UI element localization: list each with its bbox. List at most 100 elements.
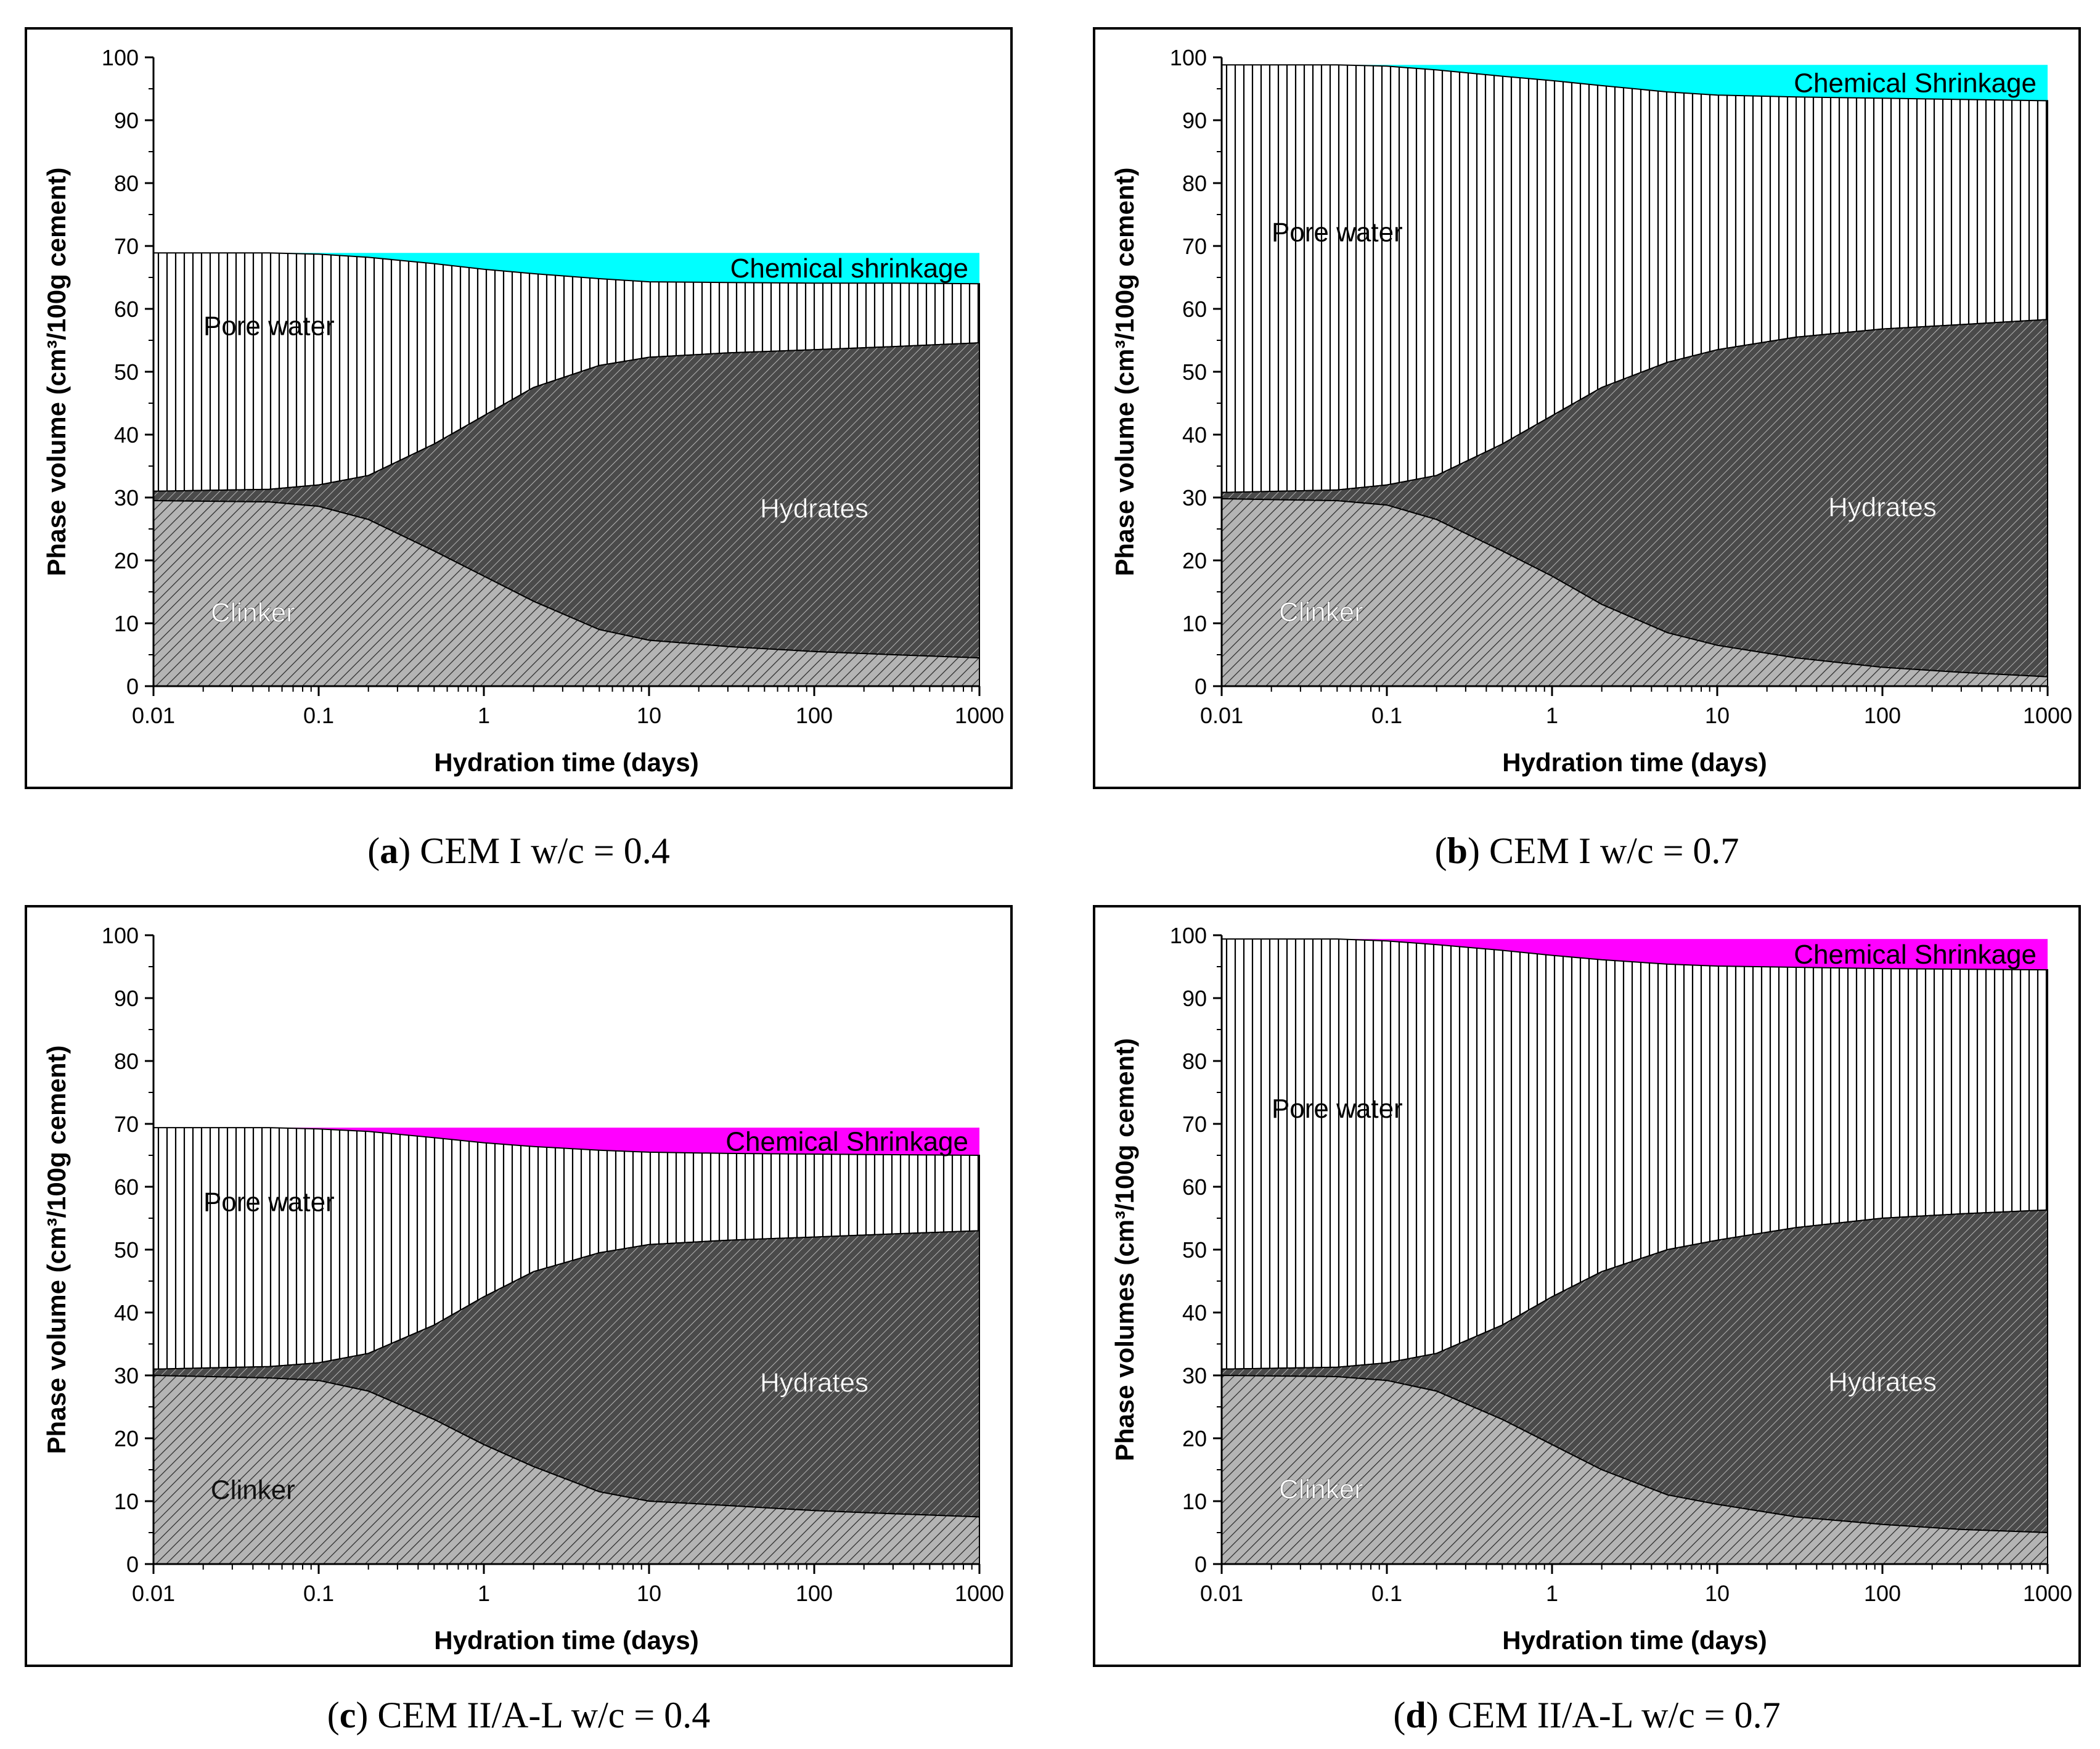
label-chemical-shrinkage: Chemical Shrinkage [1794,940,2037,970]
x-tick-label: 1000 [2023,703,2072,728]
y-tick-label: 50 [1182,359,1207,385]
y-tick-label: 30 [114,1363,139,1388]
x-tick-label: 0.1 [303,703,334,728]
x-tick-label: 1000 [955,1581,1004,1606]
caption-a: (a) CEM I w/c = 0.4 [367,830,670,871]
caption-text: CEM I w/c = 0.7 [1479,830,1739,871]
x-axis-title: Hydration time (days) [1502,1626,1767,1655]
label-pore-water: Pore water [1272,1094,1403,1124]
y-tick-label: 40 [114,422,139,448]
caption-c: (c) CEM II/A-L w/c = 0.4 [327,1695,711,1735]
y-tick-label: 80 [1182,171,1207,196]
y-tick-label: 80 [114,1049,139,1074]
x-tick-label: 1000 [2023,1581,2072,1606]
y-tick-label: 70 [1182,1112,1207,1137]
y-tick-label: 30 [114,485,139,510]
x-tick-label: 1 [1546,703,1558,728]
x-tick-label: 0.01 [1200,1581,1243,1606]
x-axis-title: Hydration time (days) [434,748,698,777]
y-axis-title: Phase volumes (cm³/100g cement) [1110,1038,1139,1461]
y-tick-label: 80 [114,171,139,196]
y-tick-label: 10 [1182,611,1207,636]
y-tick-label: 100 [1170,45,1207,70]
x-tick-label: 1 [478,703,490,728]
caption-text: CEM I w/c = 0.4 [411,830,670,871]
x-tick-label: 100 [796,1581,833,1606]
y-tick-label: 90 [114,108,139,133]
caption-text: CEM II/A-L w/c = 0.4 [368,1695,711,1735]
label-clinker: Clinker [1279,1475,1363,1505]
y-tick-label: 40 [1182,1300,1207,1325]
y-axis-title: Phase volume (cm³/100g cement) [42,1046,71,1454]
caption-text: CEM II/A-L w/c = 0.7 [1438,1695,1781,1735]
area-chemical-shrinkage [153,1128,979,1155]
x-tick-label: 100 [796,703,833,728]
y-tick-label: 60 [1182,1174,1207,1200]
label-chemical-shrinkage: Chemical Shrinkage [725,1127,968,1157]
y-tick-label: 90 [1182,986,1207,1011]
y-tick-label: 20 [114,1426,139,1451]
x-tick-label: 1 [1546,1581,1558,1606]
y-tick-label: 90 [114,986,139,1011]
y-tick-label: 70 [114,1112,139,1137]
chart-a: 0 10 20 30 40 50 60 70 80 90 100 0.01 0.1 1 10 100 1000 H… [42,45,1004,777]
y-tick-label: 0 [1195,1552,1207,1577]
y-tick-label: 10 [114,611,139,636]
x-tick-label: 0.01 [1200,703,1243,728]
y-tick-label: 50 [114,1237,139,1263]
y-tick-label: 50 [114,359,139,385]
label-hydrates: Hydrates [1828,493,1937,523]
caption-b: (b) CEM I w/c = 0.7 [1434,830,1739,871]
chart-frame-d: 0 10 20 30 40 50 60 70 80 90 100 0.01 0.1 1 10 100 1000 H… [1093,905,2081,1667]
caption-letter: b [1447,830,1468,871]
chart-frame-b: 0 10 20 30 40 50 60 70 80 90 100 0.01 0.1 1 10 100 1000 H… [1093,27,2081,789]
y-tick-label: 90 [1182,108,1207,133]
x-tick-label: 100 [1864,1581,1901,1606]
x-tick-label: 1 [478,1581,490,1606]
label-hydrates: Hydrates [760,494,868,524]
y-tick-label: 0 [126,674,139,699]
x-tick-label: 0.1 [1371,703,1402,728]
y-tick-label: 20 [1182,548,1207,573]
label-hydrates: Hydrates [760,1368,868,1398]
y-tick-label: 60 [1182,297,1207,322]
area-chemical-shrinkage [1222,939,2048,970]
x-tick-label: 1000 [955,703,1004,728]
y-tick-label: 30 [1182,1363,1207,1388]
y-tick-label: 20 [1182,1426,1207,1451]
x-tick-label: 100 [1864,703,1901,728]
y-tick-label: 0 [1195,674,1207,699]
x-tick-label: 10 [1705,1581,1730,1606]
x-tick-label: 0.01 [132,1581,175,1606]
label-clinker: Clinker [211,597,295,628]
label-chemical-shrinkage: Chemical shrinkage [730,253,968,284]
label-clinker: Clinker [211,1475,295,1505]
label-pore-water: Pore water [1272,217,1403,247]
caption-letter: c [339,1695,356,1735]
label-clinker: Clinker [1279,597,1363,628]
y-tick-label: 40 [114,1300,139,1325]
area-chemical-shrinkage [153,253,979,284]
y-tick-label: 40 [1182,422,1207,448]
y-tick-label: 70 [114,234,139,259]
x-tick-label: 10 [637,1581,661,1606]
y-tick-label: 60 [114,1174,139,1200]
label-hydrates: Hydrates [1828,1367,1937,1398]
chart-frame-a: 0 10 20 30 40 50 60 70 80 90 100 0.01 0.1 1 10 100 1000 H… [25,27,1013,789]
y-tick-label: 30 [1182,485,1207,510]
y-tick-label: 100 [1170,923,1207,948]
y-tick-label: 20 [114,548,139,573]
chart-d: 0 10 20 30 40 50 60 70 80 90 100 0.01 0.1 1 10 100 1000 H… [1110,923,2072,1655]
x-axis-title: Hydration time (days) [434,1626,698,1655]
x-tick-label: 10 [1705,703,1730,728]
caption-d: (d) CEM II/A-L w/c = 0.7 [1393,1695,1781,1735]
y-tick-label: 10 [114,1489,139,1514]
caption-letter: a [380,830,399,871]
x-tick-label: 10 [637,703,661,728]
chart-b: 0 10 20 30 40 50 60 70 80 90 100 0.01 0.1 1 10 100 1000 H… [1110,45,2072,777]
y-tick-label: 70 [1182,234,1207,259]
y-axis-title: Phase volume (cm³/100g cement) [42,168,71,576]
y-tick-label: 60 [114,297,139,322]
caption-letter: d [1405,1695,1426,1735]
chart-frame-c: 0 10 20 30 40 50 60 70 80 90 100 0.01 0.1 1 10 100 1000 H… [25,905,1013,1667]
